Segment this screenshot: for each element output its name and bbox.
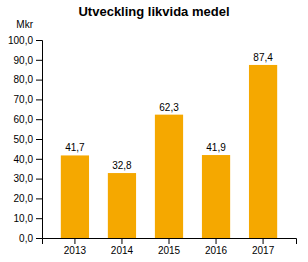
bar: [155, 115, 183, 238]
data-label: 41,9: [206, 142, 226, 153]
y-tick-label: 30,0: [14, 173, 34, 184]
y-tick-mark: [36, 218, 42, 219]
bar: [108, 173, 136, 238]
y-tick-label: 0,0: [19, 233, 33, 244]
y-tick-label: 60,0: [14, 114, 34, 125]
data-label: 87,4: [253, 52, 273, 63]
y-tick-label: 70,0: [14, 94, 34, 105]
x-tick-mark: [263, 238, 264, 244]
y-tick: 40,0: [14, 154, 42, 165]
chart: 0,0 10,0 20,0 30,0 40,0 50,0 60,0 70,0 80,0 90,0 1…: [0, 0, 308, 262]
x-tick: 2013: [64, 238, 87, 256]
x-tick-label: 2017: [252, 245, 275, 256]
x-tick-mark: [121, 238, 122, 244]
y-tick-mark: [36, 198, 42, 199]
y-tick-label: 50,0: [14, 134, 34, 145]
y-label: Mkr: [16, 19, 33, 30]
y-axis-line: [36, 41, 43, 239]
x-tick-label: 2015: [158, 245, 181, 256]
bar: [61, 155, 89, 238]
x-tick-mark: [169, 238, 170, 244]
y-tick-label: 40,0: [14, 154, 34, 165]
y-tick-mark: [36, 40, 42, 41]
data-label: 32,8: [112, 160, 132, 171]
data-labels: 41,7 32,8 62,3 41,9 87,4: [65, 52, 273, 171]
x-tick-label: 2016: [205, 245, 228, 256]
y-tick-mark: [36, 80, 42, 81]
title: Utveckling likvida medel: [78, 4, 229, 19]
data-label: 62,3: [159, 102, 179, 113]
y-tick: 0,0: [19, 233, 42, 244]
y-tick: 60,0: [14, 114, 42, 125]
data-label: 41,7: [65, 142, 85, 153]
y-tick-mark: [36, 238, 42, 239]
y-tick: 90,0: [14, 55, 42, 66]
y-tick-mark: [36, 139, 42, 140]
y-tick-mark: [36, 159, 42, 160]
y-tick: 20,0: [14, 193, 42, 204]
y-axis: 0,0 10,0 20,0 30,0 40,0 50,0 60,0 70,0 80,0 90,0 1…: [8, 35, 43, 244]
y-tick: 80,0: [14, 74, 42, 85]
y-tick: 70,0: [14, 94, 42, 105]
y-tick: 30,0: [14, 173, 42, 184]
y-tick-mark: [36, 179, 42, 180]
x-tick: 2017: [252, 238, 275, 256]
bar: [249, 65, 277, 238]
y-tick-label: 10,0: [14, 213, 34, 224]
y-tick-label: 80,0: [14, 74, 34, 85]
y-tick: 100,0: [8, 35, 42, 46]
y-tick-mark: [36, 119, 42, 120]
x-axis: 2013 2014 2015 2016 2017: [43, 238, 297, 256]
plot: 0,0 10,0 20,0 30,0 40,0 50,0 60,0 70,0 80,0 90,0 1…: [8, 35, 297, 256]
x-tick-mark: [74, 238, 75, 244]
x-tick: 2014: [111, 238, 134, 256]
x-tick: 2016: [205, 238, 228, 256]
y-tick: 50,0: [14, 134, 42, 145]
y-tick-label: 20,0: [14, 193, 34, 204]
y-tick: 10,0: [14, 213, 42, 224]
bars: [61, 65, 277, 238]
x-tick-mark: [216, 238, 217, 244]
y-tick-mark: [36, 99, 42, 100]
x-axis-line: [43, 239, 297, 245]
bar: [202, 155, 230, 238]
x-tick-label: 2014: [111, 245, 134, 256]
y-tick-mark: [36, 60, 42, 61]
y-tick-label: 100,0: [8, 35, 33, 46]
x-tick: 2015: [158, 238, 181, 256]
x-tick-label: 2013: [64, 245, 87, 256]
y-tick-label: 90,0: [14, 55, 34, 66]
